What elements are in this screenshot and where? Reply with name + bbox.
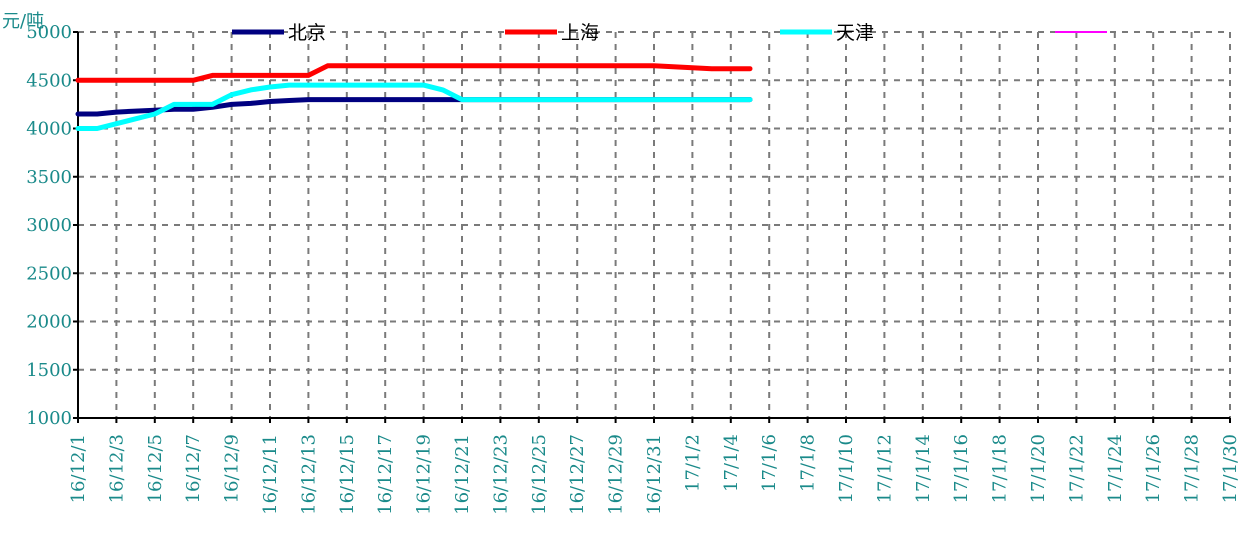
x-tick-label: 16/12/25: [529, 434, 550, 515]
y-axis-unit: 元/吨: [2, 11, 44, 32]
x-tick-label: 17/1/28: [1182, 434, 1203, 503]
x-tick-label: 17/1/16: [951, 434, 972, 503]
x-tick-label: 16/12/31: [644, 434, 665, 515]
x-tick-label: 16/12/19: [414, 434, 435, 515]
x-tick-label: 17/1/26: [1143, 434, 1164, 503]
x-tick-label: 17/1/24: [1105, 434, 1126, 503]
y-tick-label: 1500: [26, 360, 72, 381]
legend-label-1: 北京: [288, 22, 326, 44]
x-tick-label: 16/12/29: [606, 434, 627, 515]
axes: 1000 1500 2000 2500 3000 3500 4000 4500 5000 16/1…: [26, 22, 1241, 515]
y-tick-label: 5000: [26, 22, 72, 43]
x-tick-label: 16/12/7: [183, 434, 204, 503]
legend-label-3: 天津: [836, 22, 874, 44]
x-tick-label: 16/12/1: [68, 434, 89, 503]
legend: 北京 上海 天津: [232, 22, 1107, 44]
x-tick-label: 16/12/15: [337, 434, 358, 515]
y-tick-label: 4000: [26, 119, 72, 140]
x-tick-label: 17/1/22: [1066, 434, 1087, 503]
x-tick-label: 17/1/10: [836, 434, 857, 503]
x-tick-label: 16/12/27: [567, 434, 588, 515]
x-tick-label: 17/1/30: [1220, 434, 1241, 503]
x-tick-label: 16/12/3: [106, 434, 127, 503]
x-tick-label: 16/12/21: [452, 434, 473, 515]
y-tick-label: 3500: [26, 167, 72, 188]
x-tick-label: 17/1/4: [721, 434, 742, 492]
y-tick-label: 2000: [26, 312, 72, 333]
x-tick-label: 16/12/17: [375, 434, 396, 515]
x-tick-label: 16/12/23: [490, 434, 511, 515]
x-tick-label: 17/1/2: [682, 434, 703, 492]
y-tick-label: 2500: [26, 263, 72, 284]
y-tick-label: 4500: [26, 70, 72, 91]
series-line-2: [75, 63, 753, 83]
x-tick-label: 17/1/8: [798, 434, 819, 492]
y-tick-label: 1000: [26, 408, 72, 429]
series-lines: [75, 63, 753, 131]
x-tick-label: 16/12/5: [145, 434, 166, 503]
x-tick-label: 16/12/9: [222, 434, 243, 503]
x-tick-label: 16/12/11: [260, 434, 281, 515]
grid-lines: [78, 31, 1231, 418]
series-line-3: [75, 82, 753, 131]
x-tick-label: 17/1/12: [874, 434, 895, 503]
x-tick-label: 17/1/6: [759, 434, 780, 492]
x-tick-label: 16/12/13: [298, 434, 319, 515]
x-tick-label: 17/1/20: [1028, 434, 1049, 503]
x-tick-label: 17/1/14: [913, 434, 934, 503]
x-tick-label: 17/1/18: [990, 434, 1011, 503]
y-tick-label: 3000: [26, 215, 72, 236]
legend-label-2: 上海: [561, 22, 599, 44]
